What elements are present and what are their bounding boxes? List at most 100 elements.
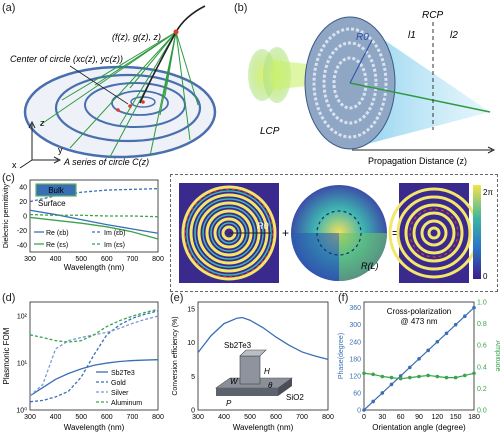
chart-f-point-0-11 <box>463 314 467 319</box>
chart-f-point-0-2 <box>380 391 385 395</box>
chart-f-point-1-2 <box>380 374 385 379</box>
plus-sign: + <box>282 226 289 240</box>
chart-c-xlabel: Wavelength (nm) <box>64 263 125 272</box>
map-1-r0-circle <box>184 188 274 278</box>
map-3-focus-circle <box>409 208 459 258</box>
chart-e-xtick-5: 800 <box>322 414 334 421</box>
panel-d-label: (d) <box>2 292 16 304</box>
chart-f-xtick-0: 0 <box>362 414 366 421</box>
legend-bulk-box <box>35 183 77 197</box>
panel-c: (c) 300 400 500 600 700 800 -40 -20 0 20 40 Wavelen… <box>0 172 165 272</box>
chart-f-xtick-3: 90 <box>415 414 423 421</box>
center-dot-2 <box>128 104 132 108</box>
center-dot-3 <box>116 108 120 112</box>
legend-label-1: Im (εb) <box>104 230 125 237</box>
chart-e-xtick-3: 600 <box>270 414 282 421</box>
curve-label: (f(z), g(z), z) <box>112 32 161 42</box>
chart-f-ytick-right-1: 0.2 <box>477 386 487 393</box>
chart-f-ytick-left-6: 360 <box>349 305 361 312</box>
chart-f-point-1-7 <box>426 373 430 378</box>
chart-c-xtick-2: 500 <box>75 256 87 263</box>
chart-d-ytick-1: 10¹ <box>17 361 28 368</box>
chart-f-ylabel-right: Amplitude <box>494 340 500 371</box>
chart-c-series-2 <box>29 216 159 240</box>
chart-e-xlabel: Wavelength (nm) <box>233 423 294 432</box>
center-pointer <box>69 65 129 105</box>
chart-f-point-0-8 <box>435 339 440 344</box>
rcp-label: RCP <box>422 10 443 21</box>
propagation-label: Propagation Distance (z) <box>368 156 467 166</box>
chart-d-xtick-0: 300 <box>24 414 36 421</box>
chart-e-frame <box>197 301 329 411</box>
chart-d-ylabel: Plasmonic FOM <box>2 327 11 384</box>
chart-f-point-1-5 <box>408 375 412 380</box>
inset-p: P <box>226 399 232 408</box>
chart-f-ytick-left-2: 120 <box>349 373 361 380</box>
chart-c-xtick-0: 300 <box>24 256 36 263</box>
chart-e-ylabel: Conversion efficiency (%) <box>172 316 179 395</box>
chart-f-point-0-3 <box>389 382 394 387</box>
chart-c-frame <box>29 179 159 253</box>
chart-d-series-1 <box>29 310 159 403</box>
chart-d-xtick-5: 800 <box>152 414 164 421</box>
l2-label: l2 <box>450 30 458 41</box>
chart-d-ytick-2: 10² <box>17 314 28 321</box>
chart-e-ytick-2: 10 <box>187 340 195 347</box>
colorbar-bottom: 0 <box>483 272 488 281</box>
chart-f-ytick-left-4: 240 <box>349 339 361 346</box>
chart-f-ytick-right-2: 0.4 <box>477 364 487 371</box>
chart-f-ytick-left-0: 0 <box>357 408 361 415</box>
chart-d: 300 400 500 600 700 800 10⁰ 10¹ 10² Wavelength (n… <box>2 301 164 432</box>
chart-f-point-1-8 <box>435 374 440 379</box>
inset-h: H <box>264 367 270 376</box>
chart-c-xtick-3: 600 <box>101 256 113 263</box>
inset-pillar-top <box>239 349 267 357</box>
chart-f-point-0-1 <box>371 399 375 404</box>
chart-f-ytick-left-3: 180 <box>349 356 361 363</box>
center-dot-1 <box>141 100 145 104</box>
chart-e-series-0 <box>197 316 329 361</box>
chart-f-point-1-9 <box>444 375 449 380</box>
l1-label: l1 <box>408 30 416 41</box>
chart-c-series-3 <box>29 213 159 218</box>
panel-f: (f) 0 30 60 90 120 150 180 0 60 120 180 240 300 360 0.… <box>336 292 500 436</box>
chart-f-point-1-1 <box>371 372 375 377</box>
legend-label-2: Re (εs) <box>46 242 68 249</box>
panel-e-label: (e) <box>170 292 184 304</box>
chart-f-xlabel: Orientation angle (degree) <box>372 423 466 432</box>
panel-b: (b) R0 l1 l2 RCP <box>232 0 500 170</box>
chart-f-ytick-right-5: 1.0 <box>477 300 487 307</box>
legend-label-0: Re (εb) <box>46 230 69 237</box>
chart-e-ytick-3: 15 <box>187 306 195 313</box>
chart-f-ylabel-left: Phase(degree) <box>338 333 345 379</box>
chart-f-point-0-7 <box>426 348 430 353</box>
chart-e-xtick-1: 400 <box>218 414 230 421</box>
chart-f-point-0-10 <box>453 322 458 327</box>
chart-c-ytick-1: -20 <box>17 228 27 235</box>
chart-f-xtick-1: 30 <box>378 414 386 421</box>
chart-f-point-1-4 <box>398 376 403 381</box>
chart-e-xtick-2: 500 <box>244 414 256 421</box>
chart-d-xlabel: Wavelength (nm) <box>64 423 125 432</box>
equals-sign: = <box>392 226 399 240</box>
r0-line <box>349 39 373 84</box>
inset-sub-label: SiO2 <box>286 393 304 402</box>
chart-f-ytick-right-0: 0.0 <box>477 408 487 415</box>
propagation-arrow <box>487 146 496 154</box>
chart-e-ytick-0: 0 <box>191 408 195 415</box>
chart-f-xtick-5: 150 <box>450 414 462 421</box>
chart-c-xtick-5: 800 <box>152 256 164 263</box>
chart-f-point-1-10 <box>453 375 458 380</box>
chart-d-series-3 <box>29 308 159 343</box>
chart-f-title-1: Cross-polarization <box>387 307 451 316</box>
chart-f-point-1-0 <box>362 371 366 376</box>
curve-point <box>173 29 179 35</box>
chart-d-xtick-2: 500 <box>75 414 87 421</box>
chart-f-point-0-12 <box>472 305 476 310</box>
panel-b-figure: R0 l1 l2 RCP LCP Propagation Distance (z… <box>248 10 496 166</box>
map-2-rl-label: R(L) <box>361 261 379 271</box>
lcp-label: LCP <box>260 126 280 137</box>
chart-c-ytick-4: 40 <box>19 185 27 192</box>
chart-f-frame <box>363 301 475 411</box>
chart-d-ytick-0: 10⁰ <box>16 407 27 415</box>
